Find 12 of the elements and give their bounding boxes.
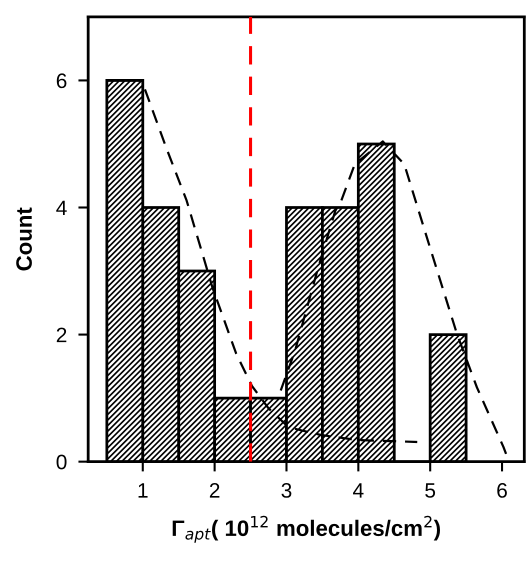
- x-tick-label: 4: [353, 483, 364, 498]
- y-tick-label: 2: [56, 328, 66, 342]
- y-tick-label: 6: [56, 73, 66, 88]
- x-tick-label: 6: [497, 483, 507, 498]
- x-tick-label: 1: [138, 483, 148, 498]
- y-tick-label: 4: [56, 200, 67, 216]
- y-axis-title: Count: [16, 207, 32, 270]
- y-tick-label: 0: [56, 454, 67, 470]
- x-axis-title: Γ$_{apt}$( 10$^{12}$ molecules/cm$^{2}$): [172, 516, 440, 543]
- x-tick-label: 2: [210, 483, 220, 498]
- x-tick-label: 5: [425, 483, 436, 498]
- x-tick-label: 3: [281, 483, 292, 498]
